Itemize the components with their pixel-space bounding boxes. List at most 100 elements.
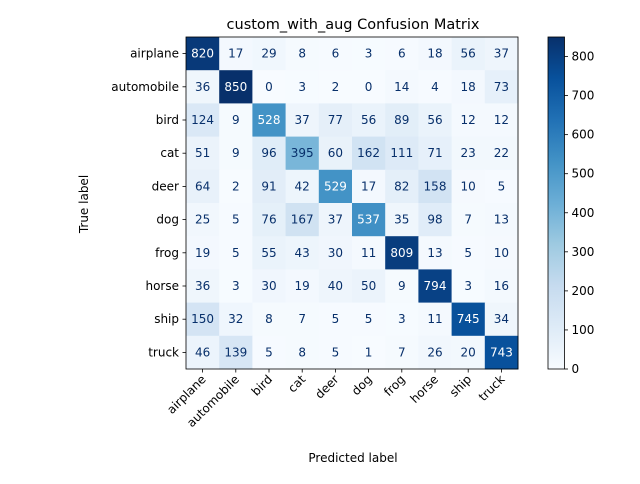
heatmap-cell <box>186 103 220 138</box>
heatmap-cell <box>252 236 287 270</box>
heatmap-cell <box>451 136 486 171</box>
heatmap-cell <box>385 169 419 204</box>
cell-value-label: 64 <box>195 179 210 193</box>
heatmap-cell <box>418 236 453 270</box>
colorbar-tick-label: 500 <box>572 167 595 181</box>
cell-value-label: 5 <box>332 345 340 359</box>
y-tick-labels: airplane automobile bird cat deer dog frog hors… <box>111 47 186 359</box>
heatmap-cell <box>252 103 287 138</box>
heatmap-cell <box>186 302 220 337</box>
cell-value-label: 30 <box>328 246 343 260</box>
cell-value-label: 25 <box>195 213 210 227</box>
heatmap-cell <box>318 70 353 104</box>
heatmap-cell <box>385 236 419 270</box>
heatmap-cell <box>285 103 320 138</box>
cell-value-label: 743 <box>490 345 513 359</box>
heatmap-cell <box>318 136 353 171</box>
cell-value-label: 46 <box>195 345 210 359</box>
heatmap-cell <box>285 70 320 104</box>
heatmap-cell <box>186 335 220 370</box>
heatmap-cell <box>186 37 220 71</box>
heatmap-cell <box>186 136 220 171</box>
heatmap-cell <box>285 37 320 71</box>
heatmap-frame <box>185 36 519 370</box>
heatmap-cell <box>418 103 453 138</box>
cell-value-label: 73 <box>494 80 509 94</box>
colorbar: 0 100 200 300 400 500 600 700 800 <box>547 36 595 376</box>
heatmap-cell <box>252 335 287 370</box>
y-tick-label: truck <box>148 345 179 359</box>
heatmap-cell <box>285 136 320 171</box>
heatmap-cell <box>219 103 253 138</box>
cell-value-label: 12 <box>461 113 476 127</box>
y-axis-label: True label <box>77 175 91 234</box>
cell-value-label: 17 <box>228 47 243 61</box>
cell-value-label: 850 <box>224 80 247 94</box>
cell-value-label: 5 <box>232 246 240 260</box>
cell-value-label: 60 <box>328 146 343 160</box>
cell-value-label: 3 <box>365 47 373 61</box>
cell-value-label: 8 <box>265 312 273 326</box>
heatmap-cell <box>186 70 220 104</box>
colorbar-tick-label: 600 <box>572 128 595 142</box>
heatmap-cell <box>352 37 386 71</box>
heatmap-cell <box>385 136 419 171</box>
heatmap-cell <box>484 269 519 304</box>
cell-value-label: 11 <box>361 246 376 260</box>
heatmap-cell <box>451 103 486 138</box>
heatmap-cell <box>219 269 253 304</box>
cell-value-label: 18 <box>461 80 476 94</box>
heatmap-cell <box>484 236 519 270</box>
heatmap-cell <box>285 203 320 237</box>
heatmap-cell <box>285 302 320 337</box>
heatmap-cell <box>285 269 320 304</box>
cell-value-label: 745 <box>457 312 480 326</box>
heatmap-cell <box>418 335 453 370</box>
heatmap-cell <box>484 37 519 71</box>
cell-value-label: 55 <box>261 246 276 260</box>
y-tick-label: airplane <box>130 47 179 61</box>
cell-value-label: 42 <box>295 179 310 193</box>
colorbar-tick-label: 400 <box>572 206 595 220</box>
cell-value-label: 6 <box>332 47 340 61</box>
cell-value-label: 18 <box>427 47 442 61</box>
heatmap-cell <box>285 236 320 270</box>
y-tick-label: deer <box>152 179 179 193</box>
cell-value-label: 7 <box>398 345 406 359</box>
x-axis-label: Predicted label <box>308 451 397 465</box>
heatmap-cell <box>219 302 253 337</box>
colorbar-gradient <box>547 36 565 370</box>
cell-value-label: 9 <box>232 113 240 127</box>
cell-value-label: 124 <box>191 113 214 127</box>
heatmap-cell <box>484 302 519 337</box>
heatmap-cell <box>318 269 353 304</box>
cell-value-label: 0 <box>365 80 373 94</box>
heatmap-cell <box>252 37 287 71</box>
heatmap-cell <box>352 302 386 337</box>
cell-value-label: 56 <box>427 113 442 127</box>
cell-value-label: 2 <box>332 80 340 94</box>
cell-value-label: 2 <box>232 179 240 193</box>
heatmap-cell <box>484 169 519 204</box>
colorbar-tick-label: 0 <box>572 362 580 376</box>
heatmap-cell <box>451 37 486 71</box>
heatmap-cell <box>418 169 453 204</box>
cell-value-label: 96 <box>261 146 276 160</box>
heatmap-cell <box>252 203 287 237</box>
y-tick-label: cat <box>160 146 179 160</box>
cell-value-label: 12 <box>494 113 509 127</box>
heatmap-cell <box>385 269 419 304</box>
heatmap-cell <box>418 136 453 171</box>
heatmap-cell <box>418 269 453 304</box>
heatmap-cell <box>418 70 453 104</box>
cell-value-label: 19 <box>295 279 310 293</box>
heatmap-cell <box>385 103 419 138</box>
y-tick-label: dog <box>156 213 179 227</box>
colorbar-tick-label: 300 <box>572 245 595 259</box>
heatmap-cell <box>252 269 287 304</box>
cell-value-label: 5 <box>365 312 373 326</box>
heatmap-cell <box>484 136 519 171</box>
heatmap-cell <box>252 70 287 104</box>
